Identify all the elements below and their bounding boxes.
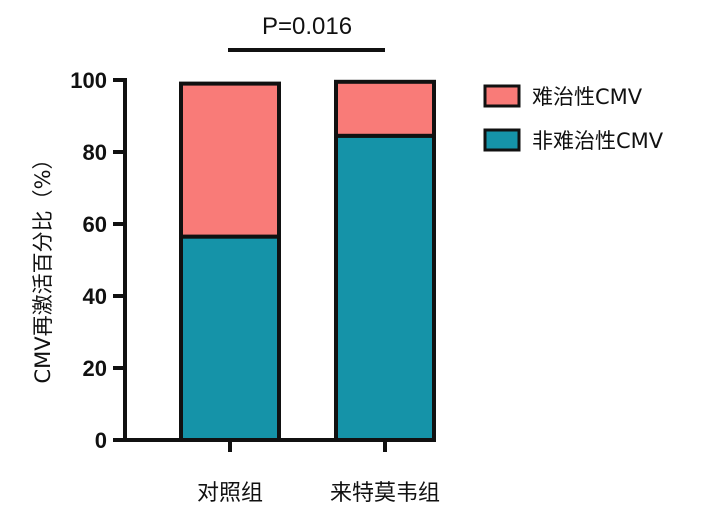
y-tick-label: 20 bbox=[83, 356, 107, 381]
y-tick-label: 0 bbox=[95, 428, 107, 453]
y-tick-label: 100 bbox=[70, 68, 107, 93]
p-value-label: P=0.016 bbox=[262, 13, 352, 40]
plot-area bbox=[179, 79, 436, 443]
legend-swatch bbox=[483, 128, 521, 152]
significance-annotation: P=0.016 bbox=[228, 13, 385, 52]
y-axis: 0 20 40 60 80 100 bbox=[70, 68, 127, 453]
legend: 难治性CMV 非难治性CMV bbox=[483, 84, 664, 153]
bar-segment-refractory-2 bbox=[334, 79, 436, 138]
bar-segment-refractory-1 bbox=[179, 81, 281, 239]
y-axis-title: CMV再激活百分比（%） bbox=[31, 148, 55, 383]
bar-segment-non-refractory-2 bbox=[334, 133, 436, 443]
y-tick-label: 80 bbox=[83, 140, 107, 165]
x-axis: 对照组 来特莫韦组 bbox=[123, 438, 440, 506]
x-category-label: 对照组 bbox=[197, 481, 263, 506]
bar-segment-non-refractory-1 bbox=[179, 234, 281, 442]
y-tick-label: 40 bbox=[83, 284, 107, 309]
y-tick-label: 60 bbox=[83, 212, 107, 237]
legend-label: 非难治性CMV bbox=[532, 129, 664, 153]
legend-swatch bbox=[483, 84, 521, 108]
x-category-label: 来特莫韦组 bbox=[330, 481, 440, 506]
legend-label: 难治性CMV bbox=[532, 85, 643, 109]
